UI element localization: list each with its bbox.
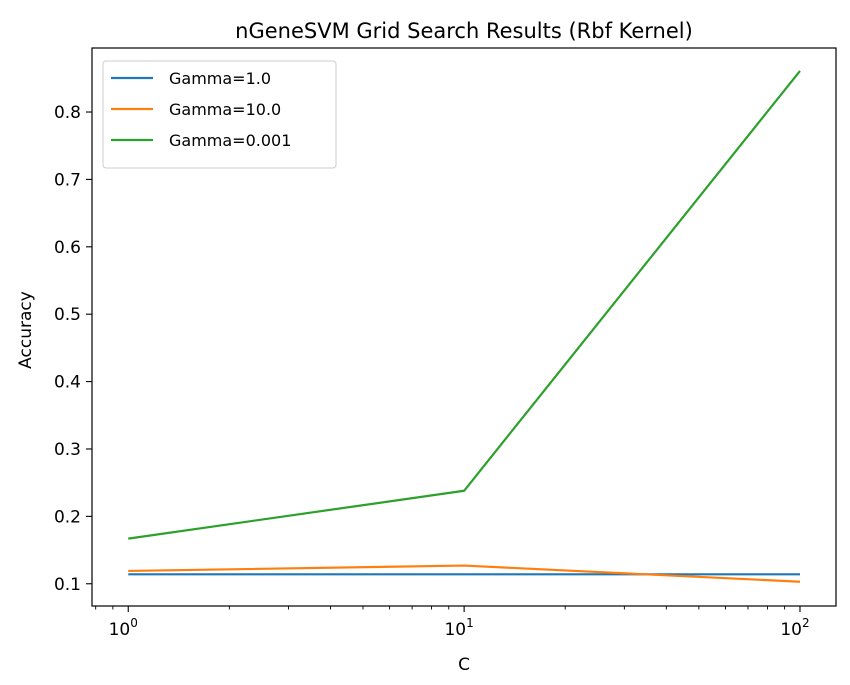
x-tick-label: 102 [780,616,809,640]
chart-title: nGeneSVM Grid Search Results (Rbf Kernel… [235,19,693,43]
y-tick-label: 0.6 [54,238,81,258]
plot-content: 0.1 0.2 0.3 0.4 0.5 0.6 0.7 0.8 100 101 102 [54,47,837,640]
y-tick-label: 0.2 [54,507,81,527]
series-line-1 [128,564,801,583]
series-line-2 [128,70,801,540]
x-tick-label: 101 [444,616,473,640]
y-tick-label: 0.7 [54,170,81,190]
x-tick-label: 100 [109,616,138,640]
y-tick-label: 0.1 [54,575,81,595]
y-tick-label: 0.4 [54,373,81,393]
legend-label: Gamma=0.001 [169,131,291,150]
y-axis-label: Accuracy [16,291,36,369]
x-axis-label: C [458,655,470,675]
legend-box [102,60,337,169]
legend: Gamma=1.0 Gamma=10.0 Gamma=0.001 [102,60,337,169]
legend-label: Gamma=1.0 [169,69,271,88]
y-tick-label: 0.8 [54,103,81,123]
y-tick-label: 0.3 [54,440,81,460]
y-tick-label: 0.5 [54,305,81,325]
legend-label: Gamma=10.0 [169,100,281,119]
